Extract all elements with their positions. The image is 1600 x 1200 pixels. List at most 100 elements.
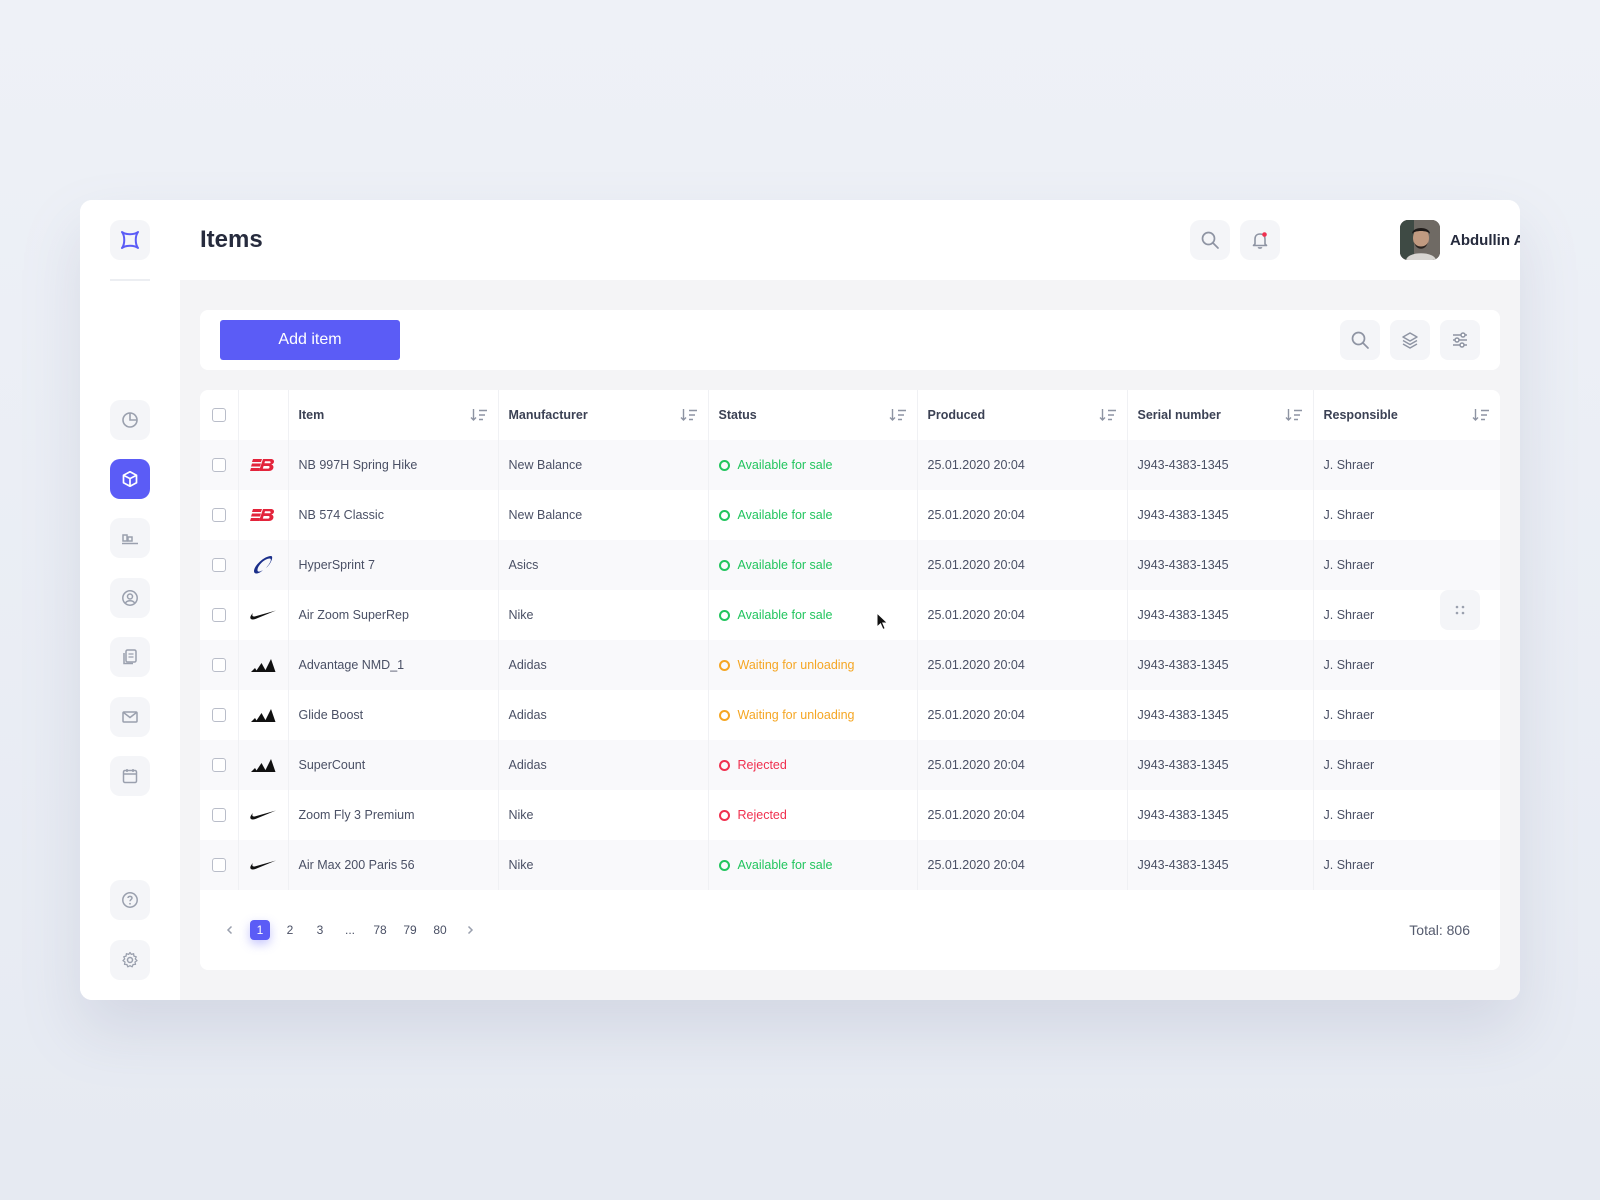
- item-name-cell: Advantage NMD_1: [288, 640, 499, 690]
- user-menu[interactable]: Abdullin A.A.: [1400, 220, 1520, 260]
- status-dot-icon: [718, 609, 730, 621]
- table-row[interactable]: Air Zoom SuperRep Nike Available for sale 2…: [200, 590, 1500, 640]
- row-checkbox[interactable]: [212, 808, 226, 822]
- page-button[interactable]: 78: [373, 923, 387, 937]
- toolbar: Add item: [200, 310, 1500, 370]
- column-header-produced[interactable]: Produced: [917, 390, 1128, 440]
- item-name-cell: NB 574 Classic: [288, 490, 499, 540]
- filter-settings-button[interactable]: [1440, 320, 1480, 360]
- brand-cell: [238, 640, 289, 690]
- table-row[interactable]: Glide Boost Adidas Waiting for unloading 25…: [200, 690, 1500, 740]
- column-header-responsible[interactable]: Responsible: [1313, 390, 1500, 440]
- bell-icon: [1252, 232, 1268, 249]
- row-select-cell: [200, 590, 239, 640]
- table-row[interactable]: Zoom Fly 3 Premium Nike Rejected 25.01.2020…: [200, 790, 1500, 840]
- produced-cell: 25.01.2020 20:04: [917, 740, 1128, 790]
- responsible-cell: J. Shraer: [1313, 540, 1500, 590]
- avatar-portrait-icon: [1400, 220, 1440, 260]
- manufacturer-cell: Adidas: [498, 740, 709, 790]
- sidebar-item-help[interactable]: [110, 880, 150, 920]
- status-dot-icon: [718, 709, 730, 721]
- column-header-item[interactable]: Item: [288, 390, 499, 440]
- drag-handle-icon: [1455, 605, 1465, 615]
- sidebar-item-settings[interactable]: [110, 940, 150, 980]
- row-checkbox[interactable]: [212, 858, 226, 872]
- status-badge: Available for sale: [709, 558, 917, 572]
- sort-icon[interactable]: [680, 408, 698, 422]
- page-title: Items: [200, 226, 263, 253]
- page-button[interactable]: 2: [286, 923, 294, 937]
- nike-swoosh-icon: [239, 590, 288, 640]
- chevron-left-icon: [226, 925, 233, 935]
- sidebar-item-items[interactable]: [110, 459, 150, 499]
- row-checkbox[interactable]: [212, 758, 226, 772]
- sort-icon[interactable]: [1472, 408, 1490, 422]
- sort-icon[interactable]: [470, 408, 488, 422]
- page-button[interactable]: 3: [316, 923, 324, 937]
- serial-number-cell: J943-4383-1345: [1127, 690, 1314, 740]
- row-checkbox[interactable]: [212, 708, 226, 722]
- row-checkbox[interactable]: [212, 608, 226, 622]
- layers-button[interactable]: [1390, 320, 1430, 360]
- sidebar-item-calendar[interactable]: [110, 756, 150, 796]
- page-button[interactable]: 79: [403, 923, 417, 937]
- table-search-button[interactable]: [1340, 320, 1380, 360]
- table-header-row: Item Manufacturer Status Produced: [200, 390, 1500, 440]
- sidebar-divider: [110, 279, 150, 281]
- responsible-cell: J. Shraer: [1313, 440, 1500, 490]
- table-row[interactable]: HyperSprint 7 Asics Available for sale 25.0…: [200, 540, 1500, 590]
- status-dot-icon: [718, 759, 730, 771]
- sort-icon[interactable]: [889, 408, 907, 422]
- prev-page-button[interactable]: [220, 920, 240, 940]
- row-actions-button[interactable]: [1440, 590, 1480, 630]
- page-button[interactable]: 1: [250, 920, 270, 940]
- serial-number-cell: J943-4383-1345: [1127, 640, 1314, 690]
- table-row[interactable]: NB 997H Spring Hike New Balance Available …: [200, 440, 1500, 490]
- manufacturer-cell: Nike: [498, 790, 709, 840]
- sort-icon[interactable]: [1099, 408, 1117, 422]
- responsible-cell: J. Shraer: [1313, 840, 1500, 890]
- row-checkbox[interactable]: [212, 558, 226, 572]
- status-cell: Rejected: [708, 790, 918, 840]
- serial-number-cell: J943-4383-1345: [1127, 740, 1314, 790]
- status-badge: Rejected: [709, 758, 917, 772]
- sidebar-item-mail[interactable]: [110, 697, 150, 737]
- sort-icon[interactable]: [1285, 408, 1303, 422]
- status-badge: Available for sale: [709, 858, 917, 872]
- produced-cell: 25.01.2020 20:04: [917, 690, 1128, 740]
- select-all-cell: [200, 390, 239, 440]
- row-select-cell: [200, 790, 239, 840]
- app-logo[interactable]: [110, 220, 150, 260]
- add-item-button[interactable]: Add item: [220, 320, 400, 360]
- sidebar-item-warehouse[interactable]: [110, 518, 150, 558]
- row-checkbox[interactable]: [212, 458, 226, 472]
- serial-number-cell: J943-4383-1345: [1127, 440, 1314, 490]
- mail-icon: [122, 711, 138, 723]
- status-cell: Available for sale: [708, 840, 918, 890]
- row-checkbox[interactable]: [212, 658, 226, 672]
- table-row[interactable]: Advantage NMD_1 Adidas Waiting for unloadi…: [200, 640, 1500, 690]
- column-header-serial-number[interactable]: Serial number: [1127, 390, 1314, 440]
- status-badge: Rejected: [709, 808, 917, 822]
- table-row[interactable]: NB 574 Classic New Balance Available for s…: [200, 490, 1500, 540]
- column-header-status[interactable]: Status: [708, 390, 918, 440]
- header-search-button[interactable]: [1190, 220, 1230, 260]
- pagination-ellipsis: ...: [344, 923, 355, 937]
- table-row[interactable]: Air Max 200 Paris 56 Nike Available for sa…: [200, 840, 1500, 890]
- row-checkbox[interactable]: [212, 508, 226, 522]
- sidebar-item-users[interactable]: [110, 578, 150, 618]
- responsible-cell: J. Shraer: [1323, 508, 1375, 522]
- row-select-cell: [200, 640, 239, 690]
- sidebar-item-documents[interactable]: [110, 637, 150, 677]
- page-button[interactable]: 80: [433, 923, 447, 937]
- next-page-button[interactable]: [460, 920, 480, 940]
- sidebar-item-dashboard[interactable]: [110, 400, 150, 440]
- notifications-button[interactable]: [1240, 220, 1280, 260]
- table-row[interactable]: SuperCount Adidas Rejected 25.01.2020 20:04…: [200, 740, 1500, 790]
- select-all-checkbox[interactable]: [212, 408, 226, 422]
- row-select-cell: [200, 440, 239, 490]
- column-header-manufacturer[interactable]: Manufacturer: [498, 390, 709, 440]
- produced-cell: 25.01.2020 20:04: [917, 640, 1128, 690]
- adidas-logo-icon: [239, 690, 288, 740]
- brand-cell: [238, 590, 289, 640]
